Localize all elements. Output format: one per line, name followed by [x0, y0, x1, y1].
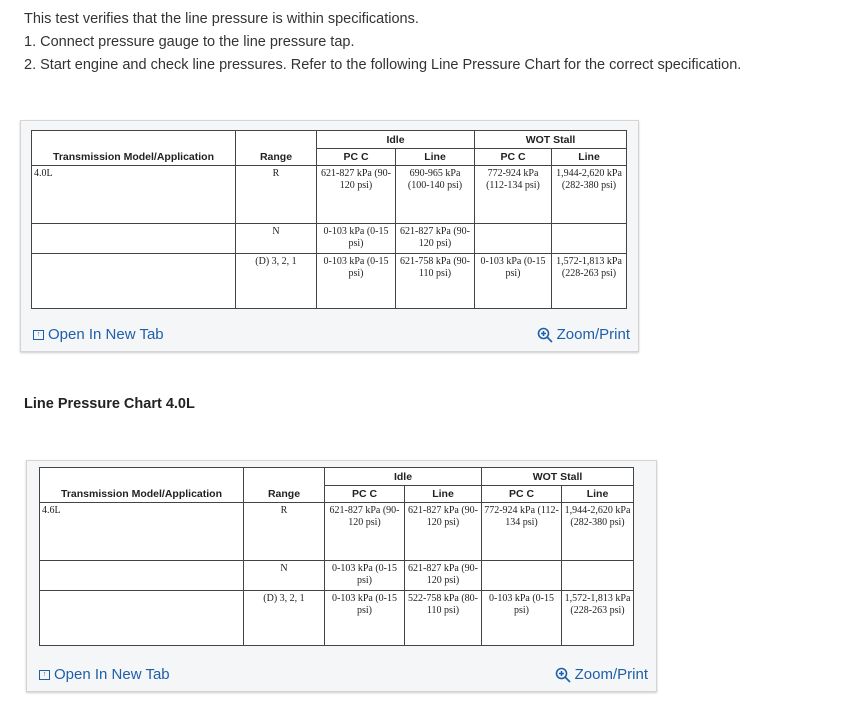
cell-range: R [243, 502, 325, 561]
figure-caption: Line Pressure Chart 4.0L [24, 396, 195, 412]
header-idle-pcc: PC C [316, 148, 396, 166]
model-cell [31, 223, 236, 254]
cell-wot-line: 1,572-1,813 kPa (228-263 psi) [561, 590, 634, 646]
header-range: Range [243, 467, 325, 503]
header-wot-pcc: PC C [474, 148, 552, 166]
cell-idle-line: 522-758 kPa (80-110 psi) [404, 590, 482, 646]
header-idle-line: Line [395, 148, 475, 166]
intro-text: This test verifies that the line pressur… [24, 11, 419, 27]
table-row: N 0-103 kPa (0-15 psi) 621-827 kPa (90-120… [31, 223, 627, 254]
open-new-tab-icon: ↑ [33, 329, 44, 340]
cell-idle-pcc: 621-827 kPa (90-120 psi) [324, 502, 405, 561]
cell-idle-pcc: 0-103 kPa (0-15 psi) [316, 223, 396, 254]
cell-wot-pcc: 0-103 kPa (0-15 psi) [481, 590, 562, 646]
header-wot-pcc: PC C [481, 485, 562, 503]
header-wot-line: Line [561, 485, 634, 503]
table-row: 4.0L R 621-827 kPa (90-120 psi) 690-965 kPa… [31, 165, 627, 224]
zoom-link-label: Zoom/Print [556, 326, 630, 343]
cell-wot-pcc: 772-924 kPa (112-134 psi) [474, 165, 552, 224]
table-row: (D) 3, 2, 1 0-103 kPa (0-15 psi) 522-758 k… [39, 590, 634, 646]
step-1: 1. Connect pressure gauge to the line pr… [24, 34, 355, 50]
cell-wot-line [551, 223, 627, 254]
open-new-tab-icon: ↑ [39, 669, 50, 680]
table-row: 4.6L R 621-827 kPa (90-120 psi) 621-827 kPa… [39, 502, 634, 561]
figure-1: Transmission Model/Application Range Idle W… [20, 120, 639, 352]
header-model: Transmission Model/Application [39, 467, 244, 503]
cell-wot-line: 1,944-2,620 kPa (282-380 psi) [561, 502, 634, 561]
cell-idle-pcc: 0-103 kPa (0-15 psi) [324, 590, 405, 646]
header-idle: Idle [316, 130, 475, 149]
model-cell: 4.6L [39, 502, 244, 561]
header-idle: Idle [324, 467, 482, 486]
cell-idle-line: 621-758 kPa (90-110 psi) [395, 253, 475, 309]
cell-idle-line: 621-827 kPa (90-120 psi) [404, 560, 482, 591]
header-model: Transmission Model/Application [31, 130, 236, 166]
header-wot-line: Line [551, 148, 627, 166]
cell-idle-line: 621-827 kPa (90-120 psi) [404, 502, 482, 561]
model-cell [31, 253, 236, 309]
table-row: (D) 3, 2, 1 0-103 kPa (0-15 psi) 621-758 k… [31, 253, 627, 309]
cell-wot-pcc: 0-103 kPa (0-15 psi) [474, 253, 552, 309]
line-pressure-table: Transmission Model/Application Range Idle W… [39, 467, 634, 646]
header-idle-line: Line [404, 485, 482, 503]
cell-range: (D) 3, 2, 1 [235, 253, 317, 309]
open-in-new-tab-link[interactable]: ↑ Open In New Tab [33, 326, 164, 343]
zoom-link-label: Zoom/Print [574, 666, 648, 683]
header-wot: WOT Stall [474, 130, 627, 149]
cell-range: (D) 3, 2, 1 [243, 590, 325, 646]
open-in-new-tab-link[interactable]: ↑ Open In New Tab [39, 666, 170, 683]
cell-idle-line: 621-827 kPa (90-120 psi) [395, 223, 475, 254]
header-range: Range [235, 130, 317, 166]
header-idle-pcc: PC C [324, 485, 405, 503]
line-pressure-table: Transmission Model/Application Range Idle W… [31, 130, 627, 309]
zoom-print-link[interactable]: Zoom/Print [537, 326, 630, 343]
cell-wot-pcc [481, 560, 562, 591]
model-cell [39, 590, 244, 646]
model-cell [39, 560, 244, 591]
zoom-print-link[interactable]: Zoom/Print [555, 666, 648, 683]
open-link-label: Open In New Tab [48, 326, 164, 343]
cell-wot-line: 1,944-2,620 kPa (282-380 psi) [551, 165, 627, 224]
cell-idle-pcc: 0-103 kPa (0-15 psi) [316, 253, 396, 309]
header-wot: WOT Stall [481, 467, 634, 486]
cell-wot-pcc [474, 223, 552, 254]
cell-range: N [235, 223, 317, 254]
cell-idle-pcc: 0-103 kPa (0-15 psi) [324, 560, 405, 591]
zoom-in-icon [537, 327, 553, 343]
cell-range: R [235, 165, 317, 224]
table-row: N 0-103 kPa (0-15 psi) 621-827 kPa (90-120… [39, 560, 634, 591]
step-2: 2. Start engine and check line pressures… [24, 57, 742, 73]
cell-idle-line: 690-965 kPa (100-140 psi) [395, 165, 475, 224]
cell-wot-line: 1,572-1,813 kPa (228-263 psi) [551, 253, 627, 309]
open-link-label: Open In New Tab [54, 666, 170, 683]
model-cell: 4.0L [31, 165, 236, 224]
cell-idle-pcc: 621-827 kPa (90-120 psi) [316, 165, 396, 224]
cell-wot-pcc: 772-924 kPa (112-134 psi) [481, 502, 562, 561]
cell-range: N [243, 560, 325, 591]
zoom-in-icon [555, 667, 571, 683]
cell-wot-line [561, 560, 634, 591]
figure-2: Transmission Model/Application Range Idle W… [26, 460, 657, 692]
